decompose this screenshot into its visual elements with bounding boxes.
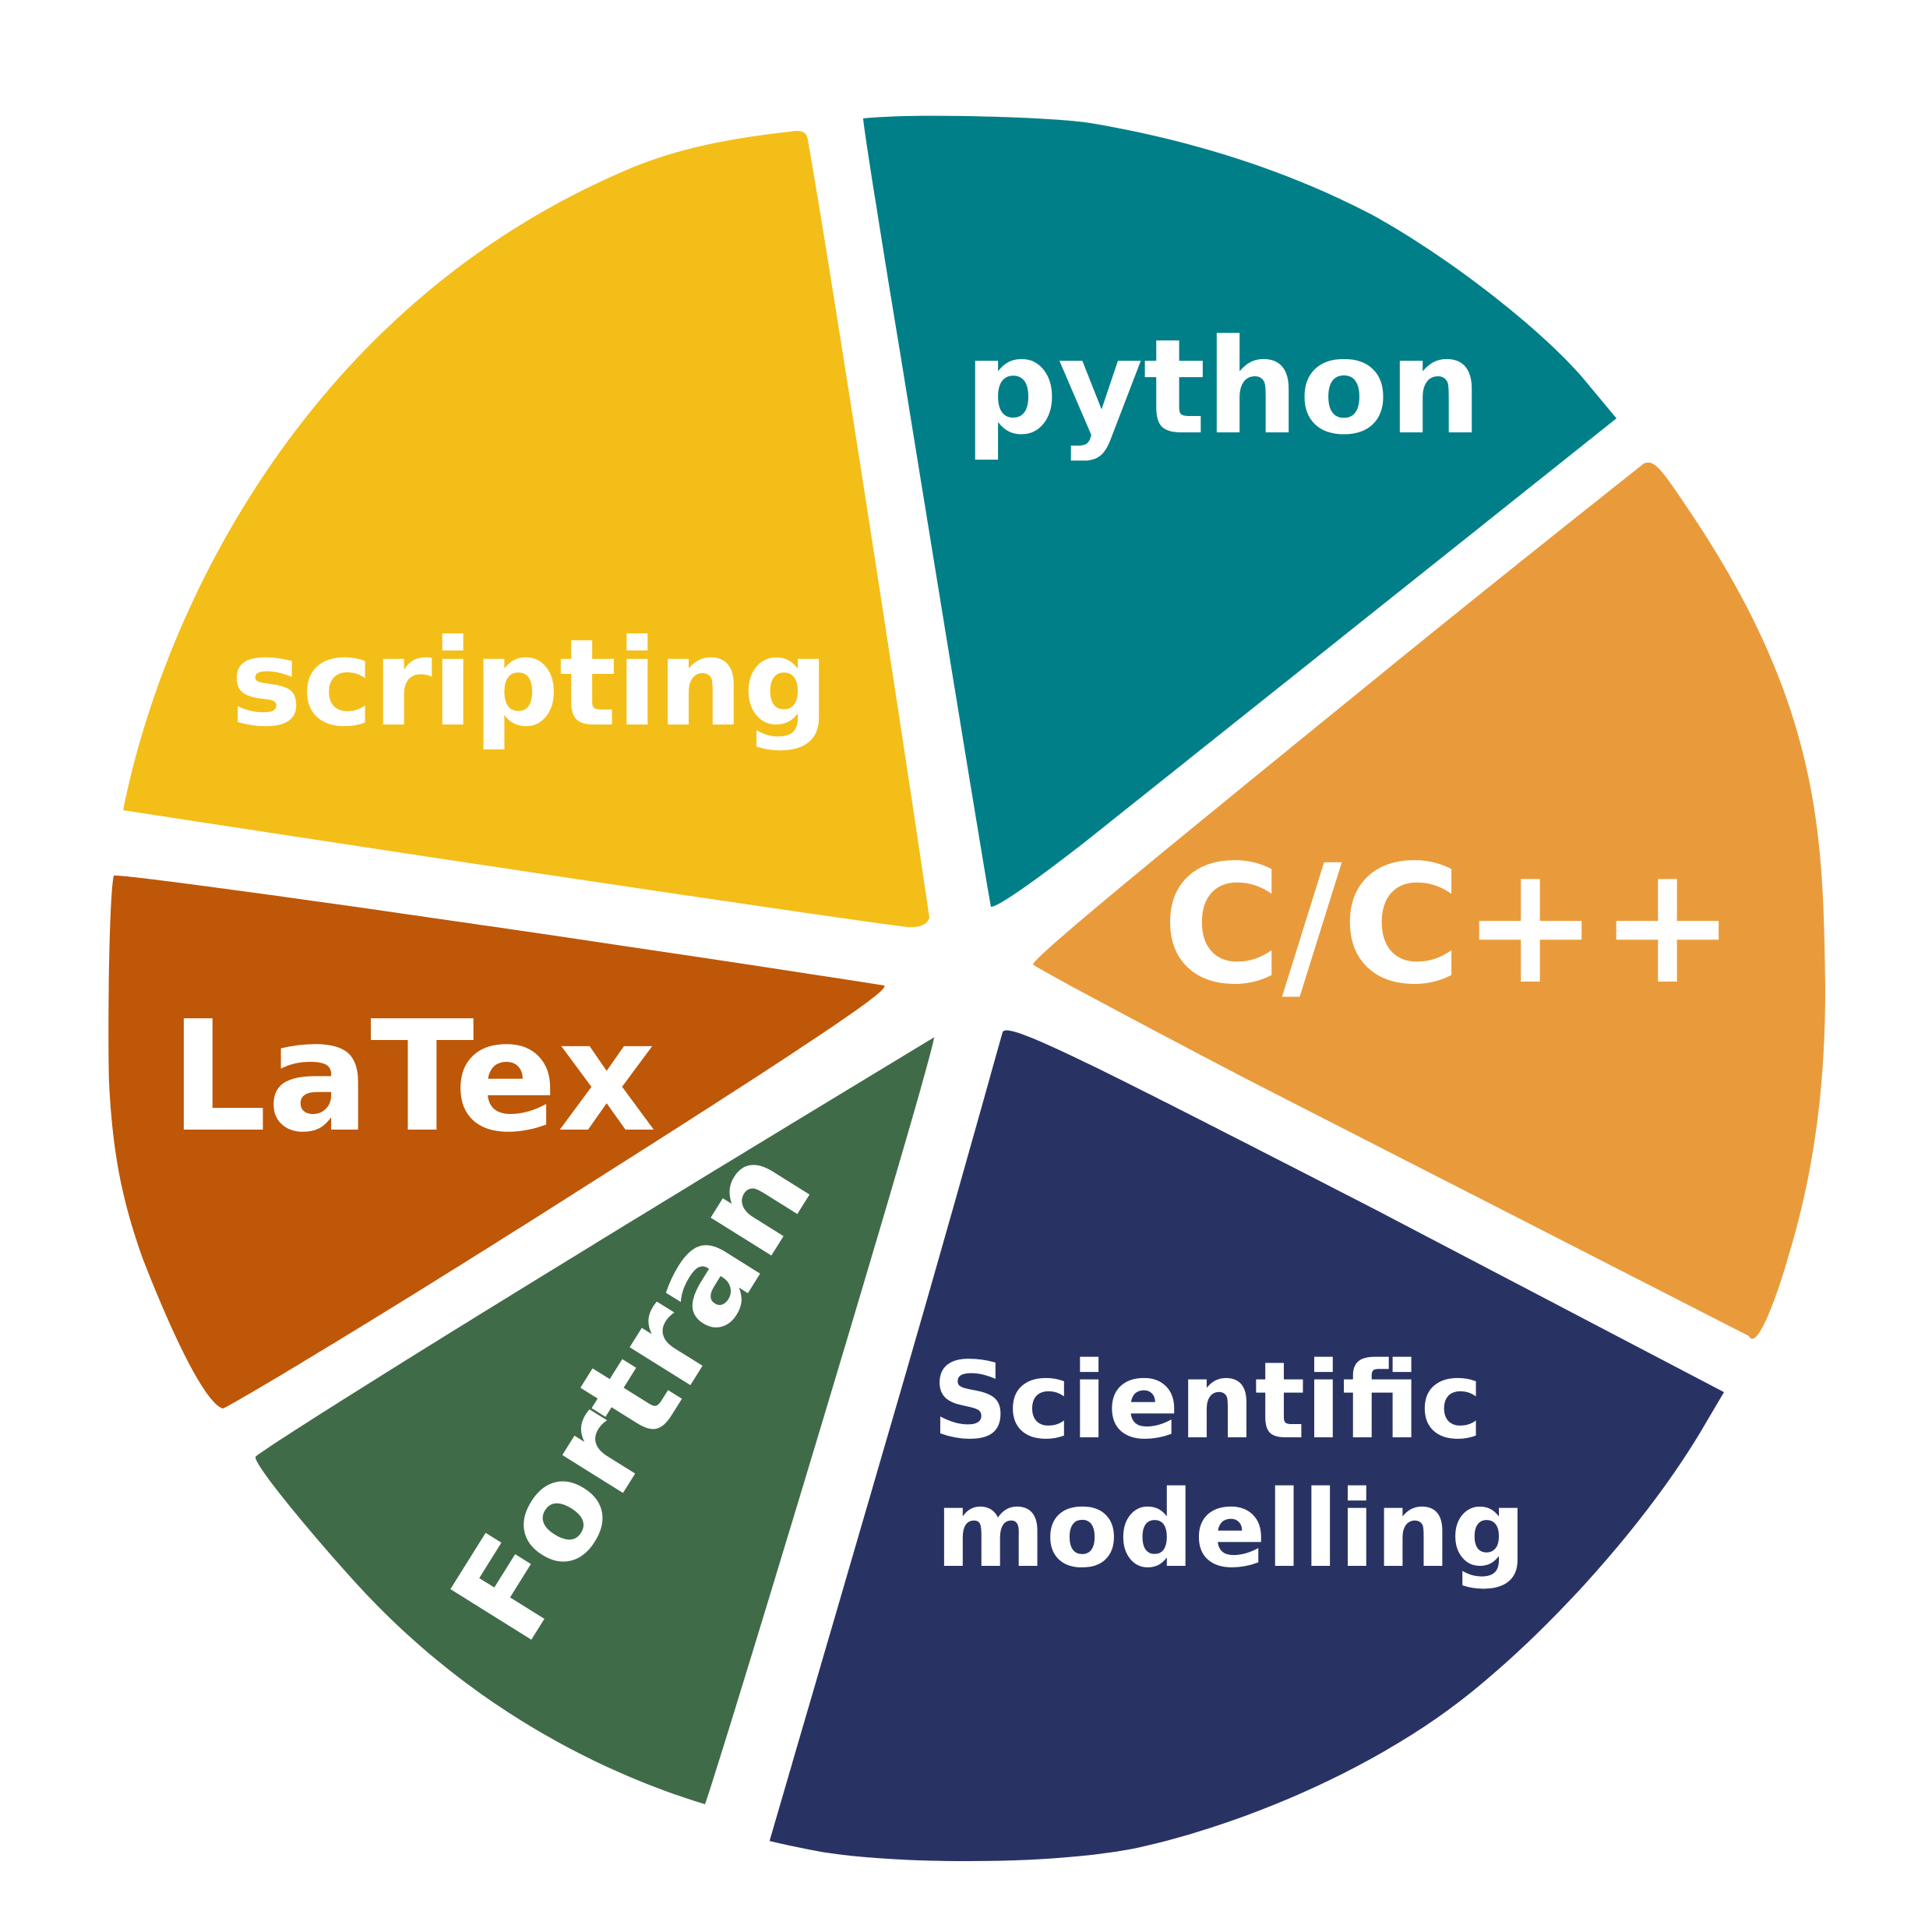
slice-fortran bbox=[255, 1037, 935, 1804]
label-cpp: C/C++ bbox=[1162, 830, 1736, 1021]
slice-scientific-modelling bbox=[769, 1030, 1724, 1862]
label-scientific-line1: Scientific bbox=[932, 1340, 1482, 1463]
slice-cpp bbox=[1033, 462, 1825, 1339]
slice-python bbox=[863, 115, 1616, 908]
slice-scripting bbox=[123, 131, 929, 928]
label-python: python bbox=[964, 311, 1482, 464]
slice-latex bbox=[108, 875, 885, 1408]
label-latex: LaTex bbox=[170, 989, 656, 1166]
label-scripting: scripting bbox=[231, 614, 829, 753]
label-scientific-line2: modelling bbox=[936, 1468, 1527, 1592]
